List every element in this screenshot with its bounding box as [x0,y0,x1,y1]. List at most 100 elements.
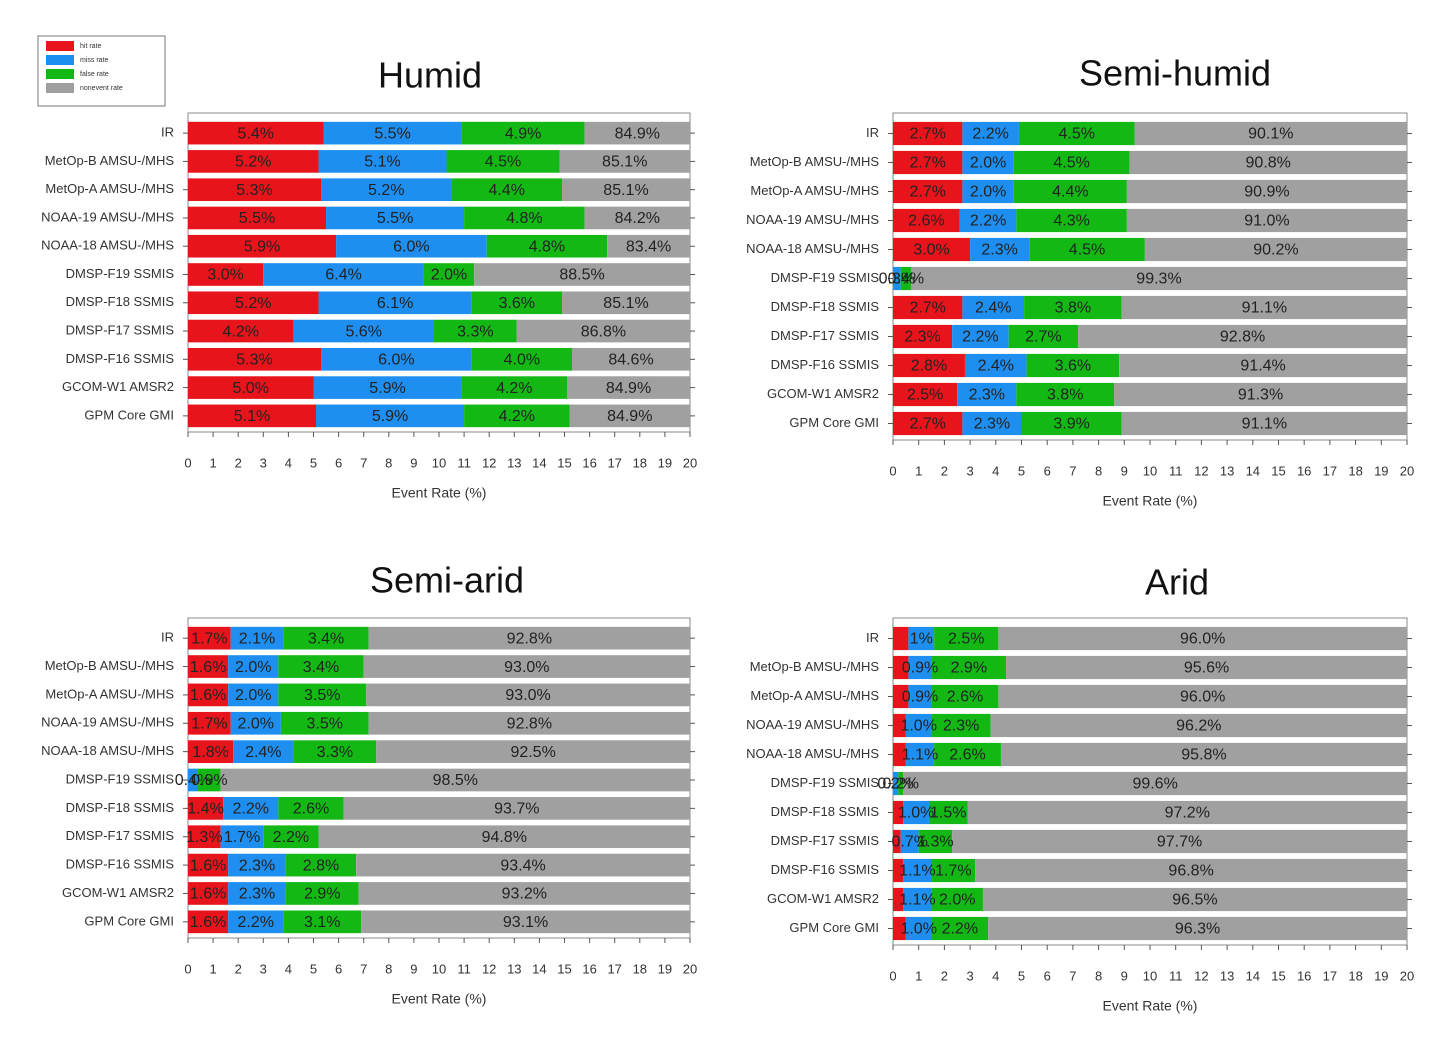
value-label: 2.2% [273,829,309,846]
bar-segment [931,655,1007,680]
bar-segment [223,797,279,820]
legend-label: nonevent rate [80,85,123,92]
x-tick-label: 11 [457,961,471,976]
x-tick-label: 3 [260,961,267,976]
value-label: 3.3% [457,323,493,340]
bar-segment [433,319,517,343]
value-label: 6.0% [393,238,429,255]
bar-segment [358,882,690,905]
category-label: DMSP-F17 SSMIS [66,828,175,843]
bar-segment [323,121,462,145]
bar-segment [188,768,199,792]
value-label: 92.8% [507,630,552,647]
x-tick-label: 11 [1169,463,1183,478]
bar-segment [1008,324,1079,349]
bar-segment [893,324,953,349]
bar-segment [998,626,1407,651]
bar-segment [471,348,573,371]
bar-segment [893,626,909,651]
x-tick-label: 14 [1246,968,1260,983]
bar-segment [1000,742,1407,767]
bar-segment [1013,150,1130,175]
value-label: 2.0% [939,892,975,909]
value-label: 2.5% [948,631,984,648]
x-tick-label: 0 [889,463,896,478]
bar-segment [908,655,932,680]
chart-title: Semi-arid [370,560,524,601]
value-label: 90.9% [1244,184,1289,201]
bar-segment [1016,382,1115,407]
value-label: 92.5% [510,744,555,761]
value-label: 1.4% [187,801,223,818]
x-tick-label: 5 [1018,968,1025,983]
legend-swatch [46,83,74,93]
bar-segment [188,655,229,678]
value-label: 92.8% [1220,329,1265,346]
value-label: 2.6% [947,689,983,706]
bar-segment [952,829,1407,854]
bar-segment [900,829,919,854]
value-label: 91.1% [1242,416,1287,433]
bar-segment [893,150,963,175]
bar-segment [356,853,690,877]
x-tick-label: 14 [532,455,546,470]
value-label: 0.4% [175,772,211,789]
bar-segment [188,740,234,763]
bars [188,121,690,428]
value-label: 2.0% [970,184,1006,201]
x-tick-label: 5 [1018,463,1025,478]
value-label: 6.1% [377,295,413,312]
value-label: 1.6% [190,914,226,931]
bar-segment [962,411,1022,436]
bar-segment [908,626,935,651]
bar-segment [336,234,487,258]
value-label: 5.6% [345,323,381,340]
value-label: 2.2% [970,213,1006,230]
x-tick-label: 9 [410,455,417,470]
x-tick-label: 14 [1246,463,1260,478]
bar-segment [198,768,221,792]
value-label: 5.5% [374,125,410,142]
bar-segment [368,626,690,650]
bar-segment [910,266,1407,291]
bar-segment [900,266,911,291]
bar-segment [893,382,958,407]
value-label: 91.1% [1242,300,1287,317]
category-label: NOAA-18 AMSU-/MHS [41,238,174,253]
bar-segment [934,742,1001,767]
value-label: 1.5% [930,805,966,822]
value-label: 5.3% [236,182,272,199]
bar-segment [1021,411,1122,436]
legend-label: false rate [80,71,109,78]
bars [893,121,1407,436]
value-label: 0.2% [877,776,913,793]
legend-label: miss rate [80,57,109,64]
value-label: 2.6% [293,801,329,818]
category-label: NOAA-19 AMSU-/MHS [41,209,174,224]
bar-segment [461,121,585,145]
x-tick-label: 9 [410,961,417,976]
bar-segment [962,295,1025,320]
bar-segment [188,178,322,201]
bar-segment [446,150,560,173]
value-label: 96.0% [1180,631,1225,648]
x-tick-label: 15 [1271,968,1285,983]
x-tick-label: 10 [432,455,446,470]
bar-segment [931,684,999,709]
x-tick-label: 5 [310,455,317,470]
value-label: 5.9% [369,380,405,397]
category-label: GPM Core GMI [789,415,879,430]
x-tick-label: 13 [1220,968,1234,983]
category-label: NOAA-19 AMSU-/MHS [41,715,174,730]
bar-segment [233,740,294,763]
category-label: MetOp-A AMSU-/MHS [45,686,174,701]
x-tick-label: 2 [235,455,242,470]
x-tick-label: 5 [310,961,317,976]
bar-segment [368,711,690,735]
category-label: GCOM-W1 AMSR2 [767,386,879,401]
x-tick-label: 20 [1400,463,1414,478]
x-tick-label: 1 [209,455,216,470]
bar-segment [318,291,472,315]
value-label: 3.0% [207,267,243,284]
